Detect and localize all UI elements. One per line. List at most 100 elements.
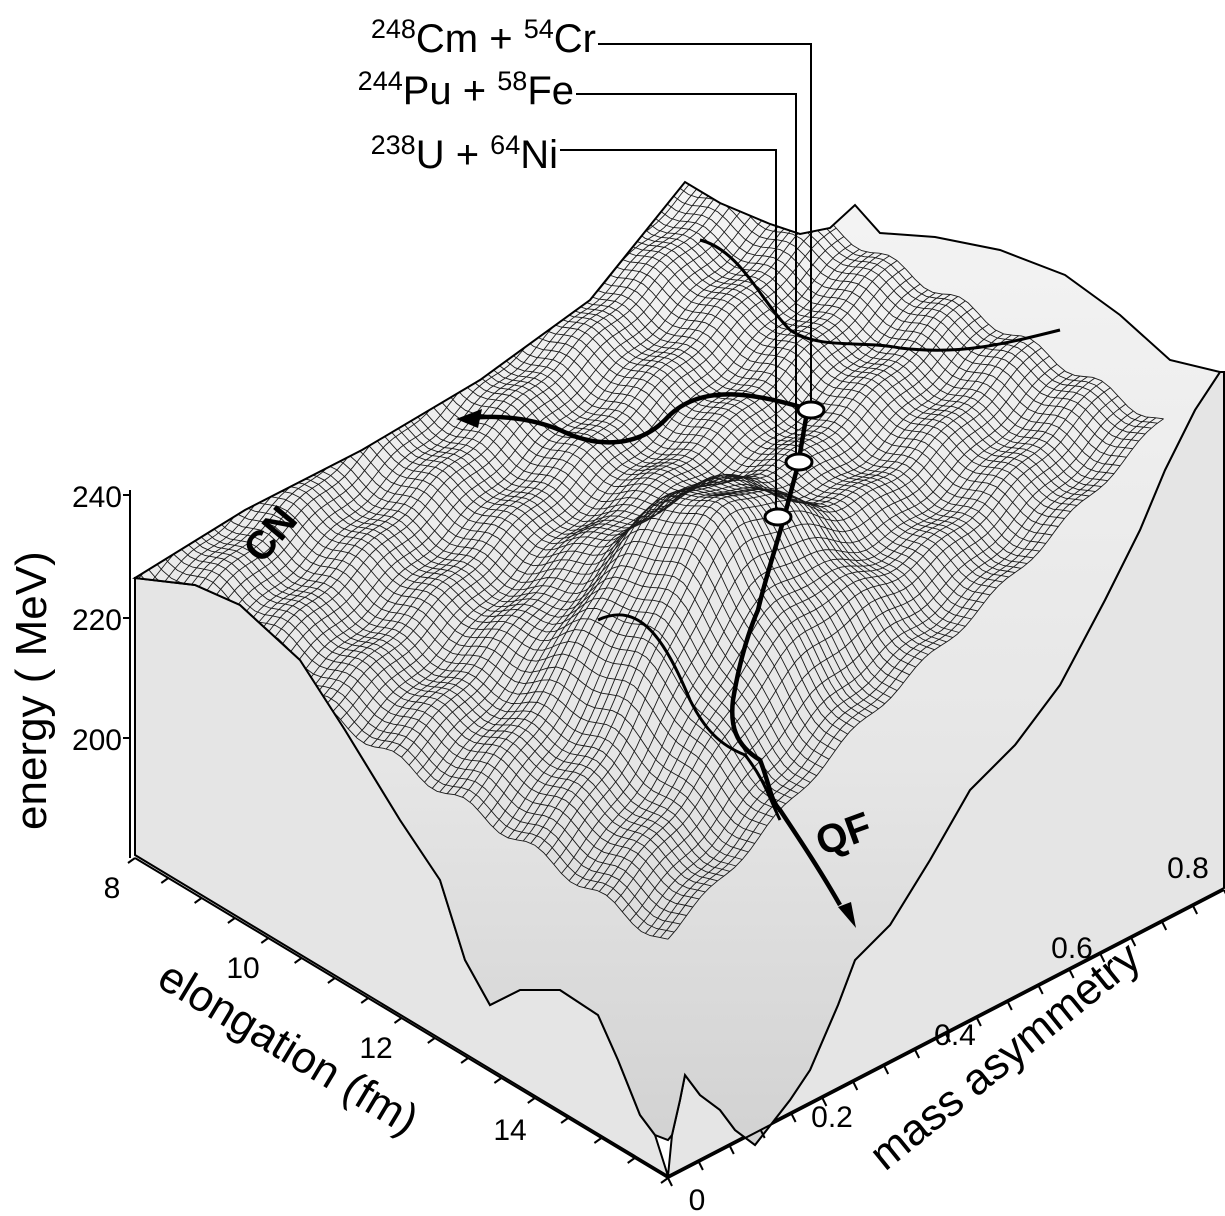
mesh-line-v <box>252 463 786 805</box>
mesh-line-v <box>283 440 817 777</box>
mesh-line-v <box>221 497 755 844</box>
mass-asymmetry-tick-0: 0 <box>689 1184 706 1216</box>
elongation-tick-14: 14 <box>493 1114 526 1147</box>
elongation-tick-mark <box>460 1057 469 1064</box>
elongation-tick-mark <box>393 1017 403 1024</box>
valley-line-left <box>597 613 782 821</box>
mass-asymmetry-tick-mark <box>1006 1001 1013 1011</box>
mass-asymmetry-tick-mark <box>790 1113 797 1123</box>
mass-asymmetry-tick-mark <box>1130 937 1137 947</box>
mesh-line-v <box>190 525 724 877</box>
surface-outline <box>132 180 1222 1147</box>
elongation-tick-mark <box>427 1037 436 1044</box>
mesh-line-v <box>444 284 978 612</box>
mesh-line-v <box>586 182 1121 467</box>
mesh-line-v <box>208 511 743 860</box>
mesh-line-v <box>593 182 1127 458</box>
mesh-line-v <box>432 299 966 627</box>
mass-asymmetry-tick-mark <box>1037 985 1044 995</box>
elongation-tick-mark <box>493 1077 502 1084</box>
mesh-line-v <box>345 380 879 710</box>
mesh-line-v <box>599 182 1133 450</box>
energy-axis-title: energy ( MeV) <box>7 551 56 830</box>
mesh-line-v <box>549 182 1084 501</box>
mass-asymmetry-tick-0.2: 0.2 <box>811 1101 853 1134</box>
mass-asymmetry-tick-mark <box>728 1145 735 1155</box>
mesh-line-v <box>363 363 898 692</box>
mesh-line-v <box>227 489 762 835</box>
mass-asymmetry-tick-mark <box>945 1033 951 1043</box>
cn-path <box>469 392 812 445</box>
mesh-line-v <box>332 388 867 718</box>
contact-point-u-ni <box>763 507 793 527</box>
mesh-line-v <box>450 276 984 604</box>
elongation-tick-mark <box>327 977 336 984</box>
mesh-line-v <box>611 182 1146 435</box>
mass-asymmetry-tick-mark <box>976 1017 982 1027</box>
mass-asymmetry-tick-mark <box>667 1177 673 1187</box>
mesh-line-v <box>438 292 972 620</box>
mesh-line-v <box>202 516 737 867</box>
mesh-line-v <box>178 533 712 887</box>
reaction-label-pu-fe: 244Pu + 58Fe <box>358 66 574 113</box>
elongation-tick-mark <box>294 957 303 964</box>
mesh-line-v <box>382 339 916 668</box>
mesh-line-v <box>270 451 805 789</box>
leader-line-cm-cr <box>598 43 812 410</box>
contact-point-pu-fe <box>784 452 814 472</box>
contact-point-cm-cr <box>796 400 826 420</box>
elongation-tick-mark <box>260 937 269 944</box>
mesh-line-v <box>277 446 811 783</box>
mesh-line-v <box>308 410 842 743</box>
elongation-tick-mark <box>127 857 136 864</box>
mesh-line-v <box>301 418 836 751</box>
reaction-label-u-ni: 238U + 64Ni <box>371 130 558 177</box>
mass-asymmetry-tick-0.8: 0.8 <box>1167 852 1209 885</box>
mesh-line-v <box>295 426 830 760</box>
surface-mesh <box>135 182 1164 940</box>
mesh-line-v <box>165 544 700 900</box>
mesh-line-v <box>388 333 923 661</box>
mesh-line-v <box>289 434 824 769</box>
mass-asymmetry-tick-0.6: 0.6 <box>1051 932 1093 965</box>
energy-tick-240: 240 <box>72 481 122 514</box>
mass-asymmetry-tick-0.4: 0.4 <box>934 1019 976 1052</box>
mesh-line-v <box>246 468 780 811</box>
mesh-line-v <box>562 182 1096 493</box>
mesh-line-v <box>233 481 768 826</box>
elongation-tick-8: 8 <box>104 872 121 905</box>
mass-asymmetry-tick-mark <box>1161 921 1168 931</box>
mass-asymmetry-tick-mark <box>1099 953 1106 963</box>
mesh-line-v <box>617 182 1152 429</box>
mesh-line-v <box>574 182 1108 482</box>
leader-line-pu-fe <box>576 93 797 462</box>
mesh-line-v <box>239 474 774 818</box>
qf-path-arrowhead <box>838 902 856 928</box>
mesh-line-v <box>624 182 1158 424</box>
mesh-line-v <box>555 182 1090 497</box>
qf-path <box>730 417 842 907</box>
mesh-line-v <box>401 322 935 651</box>
mesh-line-v <box>264 455 799 794</box>
elongation-tick-mark <box>527 1097 536 1104</box>
mesh-line-v <box>394 327 929 655</box>
mass-asymmetry-tick-mark <box>821 1097 828 1107</box>
mass-asymmetry-tick-mark <box>1192 905 1198 915</box>
ridge-line-upper <box>699 238 1061 352</box>
elongation-tick-mark <box>560 1117 569 1124</box>
mass-asymmetry-tick-mark <box>914 1049 920 1059</box>
elongation-tick-mark <box>660 1177 669 1184</box>
mesh-line-v <box>376 347 910 676</box>
mesh-line-v <box>630 182 1164 420</box>
elongation-tick-mark <box>593 1137 602 1144</box>
mesh-line-v <box>568 182 1102 488</box>
mesh-line-v <box>326 392 861 723</box>
cn-path-arrowhead <box>456 409 482 428</box>
elongation-tick-mark <box>227 917 236 924</box>
mass-asymmetry-tick-mark <box>1068 969 1075 979</box>
mesh-line-v <box>258 458 793 799</box>
elongation-tick-12: 12 <box>359 1032 392 1065</box>
elongation-tick-10: 10 <box>226 952 259 985</box>
